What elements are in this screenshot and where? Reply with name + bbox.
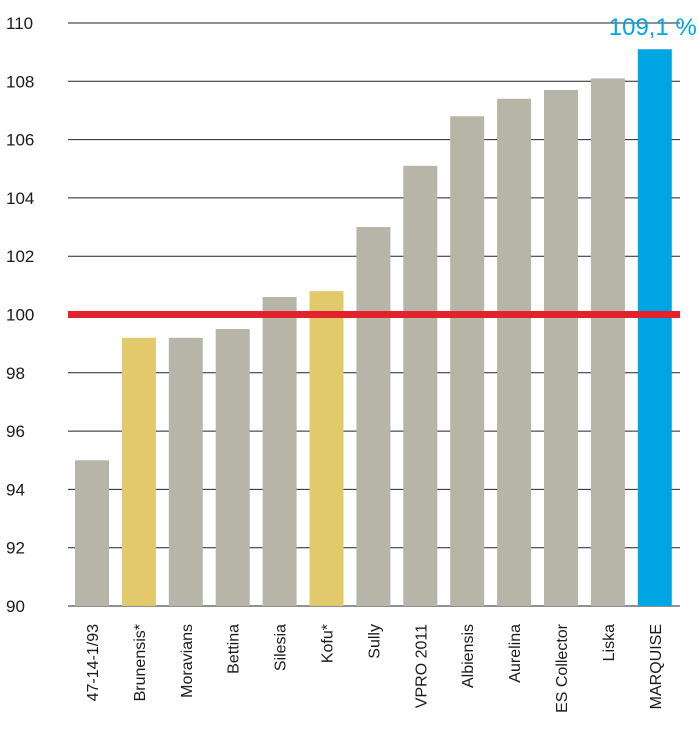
- y-tick-label: 96: [6, 422, 25, 441]
- category-label: Brunensis*: [132, 624, 149, 701]
- bars: [75, 49, 672, 606]
- y-tick-label: 104: [6, 189, 34, 208]
- bar: [450, 116, 484, 606]
- y-tick-label: 100: [6, 306, 34, 325]
- category-label: Albiensis: [460, 624, 477, 688]
- y-tick-label: 92: [6, 539, 25, 558]
- x-axis-category-labels: 47-14-1/93 Brunensis* Moravians Bettina Sile…: [85, 623, 665, 713]
- y-tick-label: 94: [6, 480, 25, 499]
- y-tick-label: 102: [6, 247, 34, 266]
- bar: [638, 49, 672, 606]
- bar: [169, 338, 203, 606]
- category-label: VPRO 2011: [413, 624, 430, 708]
- bar: [356, 227, 390, 606]
- bar: [591, 78, 625, 606]
- y-tick-label: 98: [6, 364, 25, 383]
- bar: [122, 338, 156, 606]
- bar: [403, 166, 437, 606]
- y-axis-tick-labels: 90 92 94 96 98 100 102 104 106 108 110: [6, 14, 34, 616]
- y-tick-label: 108: [6, 72, 34, 91]
- bar: [216, 329, 250, 606]
- category-label: Kofu*: [320, 624, 337, 663]
- category-label: Silesia: [273, 624, 290, 671]
- data-label-layer: 109,1 %: [609, 14, 697, 41]
- bar: [75, 460, 109, 606]
- bar: [310, 291, 344, 606]
- y-tick-label: 90: [6, 597, 25, 616]
- bar: [544, 90, 578, 606]
- y-tick-label: 106: [6, 131, 34, 150]
- category-label: MARQUISE: [648, 624, 665, 709]
- category-label: Liska: [601, 624, 618, 661]
- category-label: 47-14-1/93: [85, 624, 102, 701]
- data-label: 109,1 %: [609, 14, 697, 41]
- bar: [263, 297, 297, 606]
- category-label: Sully: [366, 624, 383, 659]
- category-label: Moravians: [179, 624, 196, 698]
- y-tick-label: 110: [6, 14, 33, 33]
- category-label: Bettina: [226, 624, 243, 674]
- category-label: Aurelina: [507, 624, 524, 683]
- bar: [497, 99, 531, 606]
- category-label: ES Collector: [554, 623, 571, 713]
